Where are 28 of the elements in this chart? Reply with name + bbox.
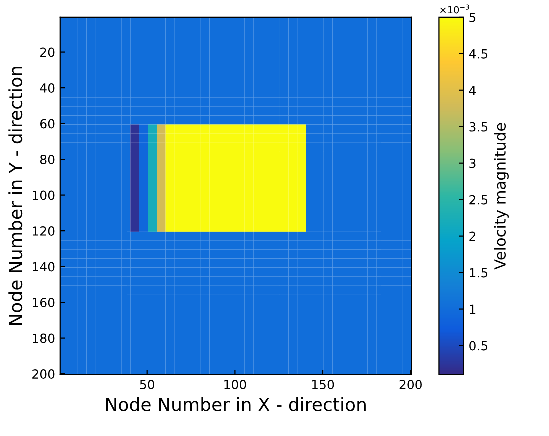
y-tick-label: 80: [40, 155, 55, 164]
y-tick-label: 60: [40, 119, 55, 129]
y-tick-label: 140: [33, 262, 55, 272]
x-tick-label: 50: [140, 380, 154, 390]
y-tick-label: 20: [40, 48, 55, 58]
text: ×10$^{−3}$: [440, 4, 470, 14]
y-tick-label: 120: [33, 226, 55, 236]
y-tick-label: 160: [33, 298, 55, 308]
color-bar-label: 1.5: [470, 268, 488, 278]
y-tick-label: 40: [40, 84, 55, 93]
color-bar-label: 4: [469, 86, 476, 96]
y-tick-label: 180: [33, 334, 55, 344]
x-tick-label: 150: [312, 380, 334, 390]
color-bar-label: 3: [470, 158, 476, 168]
y-tick-label: 100: [33, 190, 55, 200]
color-bar-label: 4.5: [469, 50, 488, 59]
x-tick-label: 200: [400, 380, 422, 390]
color-bar-label: 0.5: [470, 341, 488, 351]
color-bar-label: 3.5: [470, 122, 488, 132]
color-bar-label: 2: [470, 232, 476, 242]
color-bar-label: 5: [470, 13, 476, 22]
x-axis-title: Node Number in X - direction: [106, 397, 366, 412]
color-bar-label: 2.5: [470, 195, 488, 205]
color-bar-label: 1: [470, 304, 476, 314]
y-tick-label: 200: [32, 370, 55, 379]
color-bar-title: Velocity magnitude: [494, 123, 509, 270]
y-axis-title: Node Number in Y - direction: [8, 67, 23, 326]
x-tick-label: 100: [224, 380, 246, 390]
